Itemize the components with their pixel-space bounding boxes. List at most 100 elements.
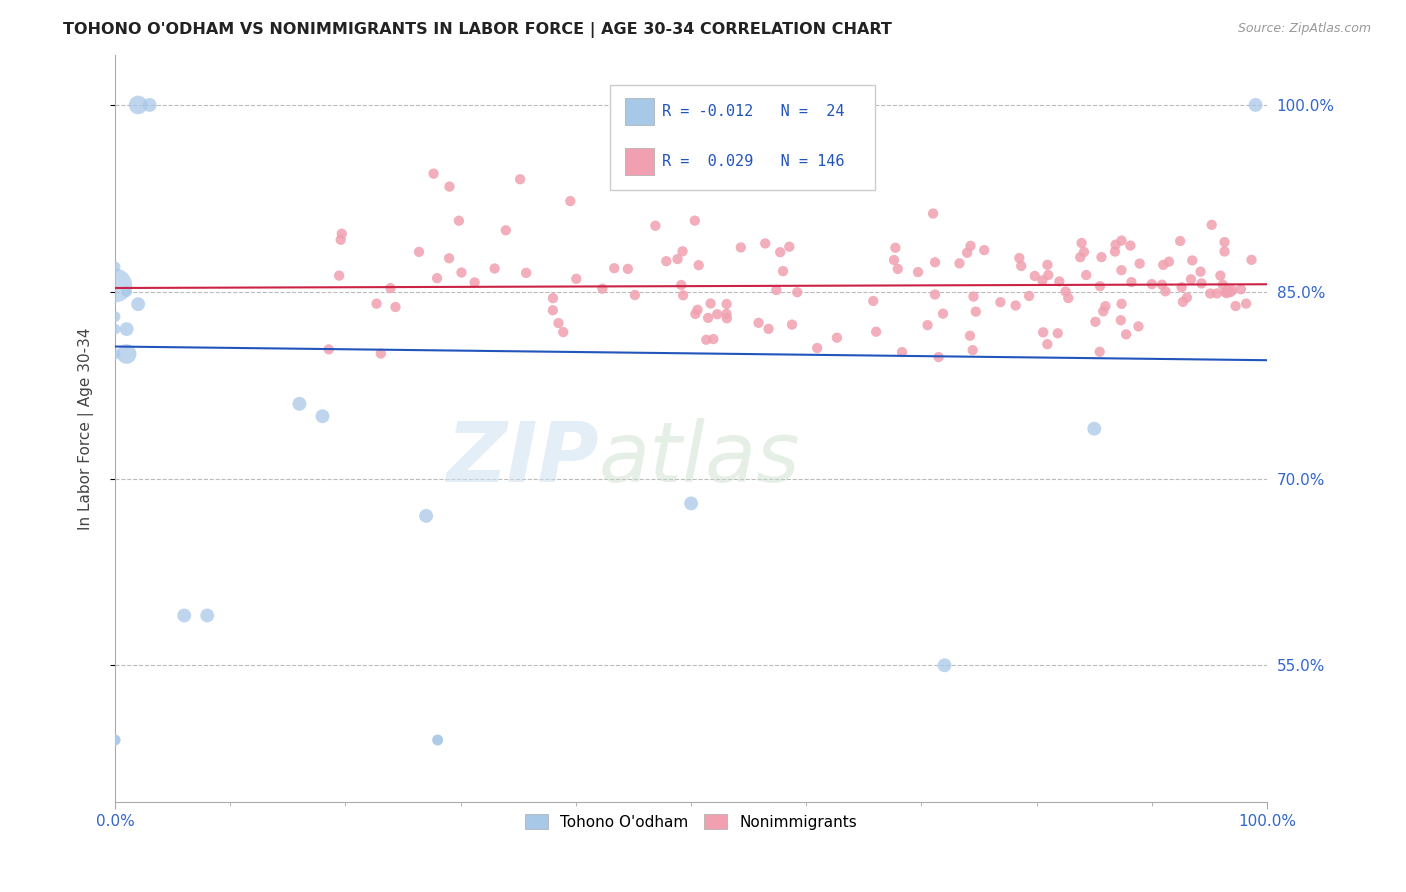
Point [1180, 272, 1202, 286]
Point [765, 283, 787, 297]
Point [1104, 244, 1126, 259]
Point [924, 287, 946, 301]
Point [1201, 218, 1223, 232]
Point [603, 261, 626, 276]
Point [865, 325, 887, 339]
Point [1215, 285, 1237, 300]
Point [1090, 250, 1112, 264]
Point [962, 343, 984, 358]
Point [547, 316, 569, 330]
Point [624, 288, 647, 302]
Point [702, 332, 724, 346]
Point [1032, 326, 1054, 340]
Point [699, 296, 721, 310]
Point [1128, 319, 1150, 334]
Point [959, 328, 981, 343]
Point [780, 318, 803, 332]
Point [934, 658, 956, 673]
Point [1111, 297, 1133, 311]
Point [1212, 277, 1234, 292]
Point [104, 322, 127, 336]
Point [104, 278, 127, 293]
Point [1057, 291, 1080, 305]
Point [104, 347, 127, 361]
Point [1092, 304, 1115, 318]
Point [1010, 259, 1032, 273]
Point [370, 346, 392, 360]
Point [1008, 251, 1031, 265]
Bar [626, 98, 654, 125]
Point [716, 297, 738, 311]
Point [1111, 263, 1133, 277]
Point [825, 331, 848, 345]
Point [127, 297, 149, 311]
Point [928, 350, 950, 364]
Point [1069, 250, 1091, 264]
Text: atlas: atlas [599, 418, 800, 500]
Text: TOHONO O'ODHAM VS NONIMMIGRANTS IN LABOR FORCE | AGE 30-34 CORRELATION CHART: TOHONO O'ODHAM VS NONIMMIGRANTS IN LABOR… [63, 22, 893, 38]
Point [380, 281, 402, 295]
Point [1175, 291, 1198, 305]
Point [1206, 286, 1229, 301]
Point [450, 265, 472, 279]
Point [1083, 422, 1105, 436]
Point [426, 271, 449, 285]
Point [1076, 268, 1098, 282]
Point [541, 303, 564, 318]
Point [706, 307, 728, 321]
Point [1036, 337, 1059, 351]
Point [786, 285, 808, 300]
Point [115, 322, 138, 336]
Point [553, 325, 575, 339]
Text: Source: ZipAtlas.com: Source: ZipAtlas.com [1237, 22, 1371, 36]
Point [1244, 98, 1267, 112]
FancyBboxPatch shape [610, 85, 876, 190]
Point [330, 227, 353, 241]
Point [769, 245, 792, 260]
Point [1150, 277, 1173, 292]
Point [1168, 234, 1191, 248]
Point [683, 213, 706, 227]
Point [672, 288, 695, 302]
Point [688, 258, 710, 272]
Point [883, 252, 905, 267]
Y-axis label: In Labor Force | Age 30-34: In Labor Force | Age 30-34 [79, 327, 94, 530]
Point [973, 243, 995, 257]
Point [671, 278, 693, 293]
Point [924, 255, 946, 269]
Text: R =  0.029   N = 146: R = 0.029 N = 146 [662, 153, 845, 169]
Text: ZIP: ZIP [446, 418, 599, 500]
Point [484, 261, 506, 276]
Point [104, 260, 127, 274]
Point [1111, 234, 1133, 248]
Point [437, 252, 460, 266]
Point [1036, 258, 1059, 272]
Point [415, 508, 437, 523]
Point [115, 285, 138, 299]
Point [959, 239, 981, 253]
Point [173, 608, 195, 623]
Point [138, 98, 160, 112]
Point [591, 282, 613, 296]
Point [1234, 296, 1257, 310]
Point [509, 172, 531, 186]
Point [1094, 299, 1116, 313]
Point [447, 213, 470, 227]
Point [907, 265, 929, 279]
Point [1157, 254, 1180, 268]
Point [541, 291, 564, 305]
Point [716, 307, 738, 321]
Point [1240, 252, 1263, 267]
Point [288, 397, 311, 411]
Point [104, 310, 127, 324]
Point [917, 318, 939, 333]
Point [311, 409, 333, 424]
Point [1230, 282, 1253, 296]
Point [1054, 285, 1077, 299]
Point [1199, 286, 1222, 301]
Point [990, 295, 1012, 310]
Point [366, 296, 388, 310]
Point [1031, 273, 1053, 287]
Point [1046, 326, 1069, 341]
Point [748, 316, 770, 330]
